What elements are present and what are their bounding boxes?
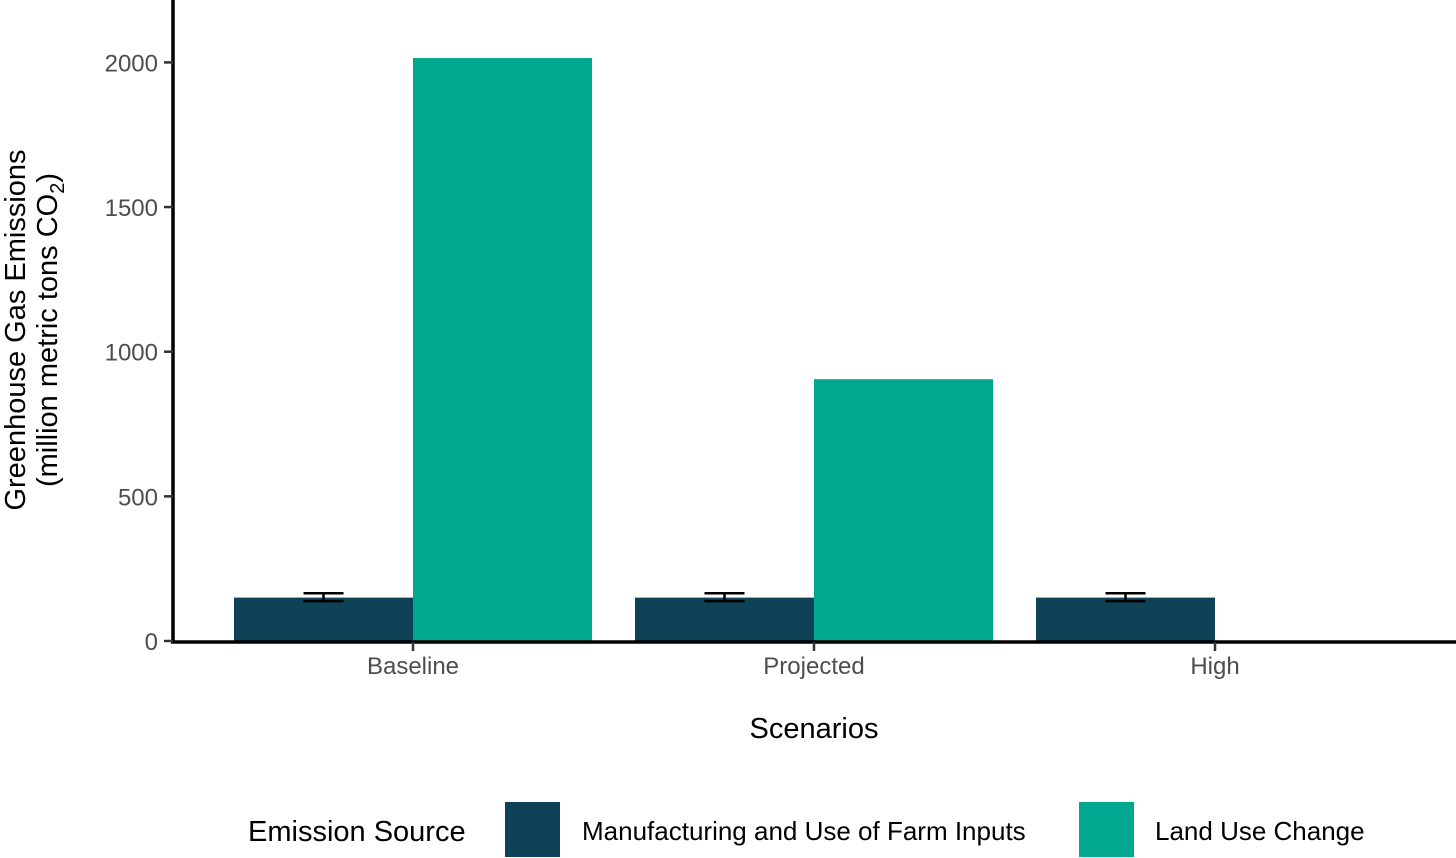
y-axis-title-line2: (million metric tons CO xyxy=(32,194,64,487)
legend: Emission Source Manufacturing and Use of… xyxy=(248,802,1365,857)
legend-label-manufacturing: Manufacturing and Use of Farm Inputs xyxy=(582,816,1026,846)
x-axis-ticks: Baseline Projected High xyxy=(367,642,1240,680)
y-axis-title-close: ) xyxy=(32,173,64,183)
y-axis-title: Greenhouse Gas Emissions (million metric… xyxy=(0,149,69,510)
y-tick-label: 0 xyxy=(145,629,158,656)
legend-swatch-land-use xyxy=(1079,802,1134,857)
bar-baseline-land-use xyxy=(413,58,592,642)
bar-baseline-manufacturing xyxy=(234,597,413,641)
error-bar-baseline xyxy=(303,592,344,603)
y-tick-label: 1500 xyxy=(105,195,158,222)
svg-text:(million metric tons CO2): (million metric tons CO2) xyxy=(32,173,69,487)
legend-title: Emission Source xyxy=(248,816,466,848)
legend-swatch-manufacturing xyxy=(505,802,560,857)
error-bar-projected xyxy=(704,592,745,603)
bar-projected-land-use xyxy=(814,379,993,641)
y-tick-label: 2000 xyxy=(105,50,158,77)
x-tick-label-projected: Projected xyxy=(763,653,864,680)
y-tick-label: 500 xyxy=(118,484,158,511)
bar-high-manufacturing xyxy=(1036,597,1215,641)
y-tick-label: 1000 xyxy=(105,340,158,367)
bars-layer xyxy=(234,58,1215,642)
x-tick-label-high: High xyxy=(1190,653,1239,680)
x-tick-label-baseline: Baseline xyxy=(367,653,459,680)
y-axis-title-subscript: 2 xyxy=(47,183,69,194)
y-axis-ticks: 0 500 1000 1500 2000 xyxy=(105,50,173,656)
x-axis-title: Scenarios xyxy=(750,713,879,745)
error-bar-high xyxy=(1105,592,1146,603)
svg-text:Greenhouse Gas Emissions: Greenhouse Gas Emissions xyxy=(0,149,32,510)
legend-label-land-use: Land Use Change xyxy=(1155,816,1365,846)
error-bars-layer xyxy=(303,592,1146,603)
y-axis-title-line1: Greenhouse Gas Emissions xyxy=(0,149,32,510)
bar-projected-manufacturing xyxy=(635,597,814,641)
